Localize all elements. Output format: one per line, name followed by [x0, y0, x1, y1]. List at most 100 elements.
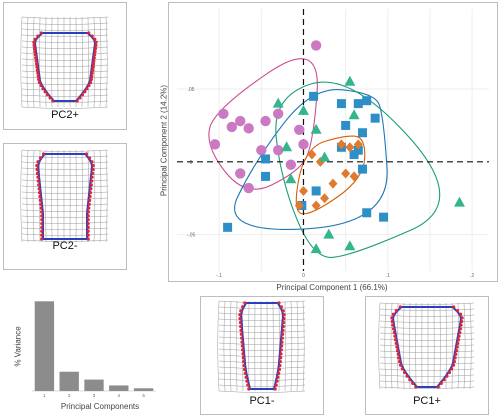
x-tick-label: .2 — [470, 273, 474, 279]
landmark-point — [241, 352, 244, 355]
warp-grid-line — [380, 351, 474, 353]
landmark-point — [275, 380, 278, 383]
landmark-point — [35, 62, 38, 65]
scatter-point-square — [354, 99, 363, 108]
landmark-point — [278, 368, 281, 371]
landmark-point — [36, 68, 39, 71]
landmark-point — [37, 78, 40, 81]
warp-grid-line — [470, 303, 471, 389]
landmark-point — [36, 72, 39, 75]
landmark-point — [282, 321, 285, 324]
landmark-point — [40, 222, 43, 225]
landmark-point — [247, 387, 250, 390]
landmark-point — [90, 78, 93, 81]
landmark-point — [87, 218, 90, 221]
pc1-minus-shape-tile: PC1- — [200, 296, 324, 415]
scatter-point-square — [358, 128, 367, 137]
landmark-point — [89, 187, 92, 190]
scree-bar — [35, 301, 54, 391]
landmark-point — [34, 53, 37, 56]
landmark-point — [238, 313, 241, 316]
warp-grid-line — [218, 301, 219, 391]
landmark-point — [39, 199, 42, 202]
landmark-point — [91, 65, 94, 68]
landmark-point — [461, 316, 464, 319]
landmark-point — [37, 179, 40, 182]
pc2-minus-shape-tile: PC2- — [3, 143, 127, 270]
warp-grid-line — [22, 35, 108, 37]
scatter-point-circle — [311, 40, 321, 50]
scatter-point-circle — [294, 125, 304, 135]
landmark-point — [40, 218, 43, 221]
warp-grid-line — [303, 301, 304, 391]
landmark-point — [240, 333, 243, 336]
x-axis-label: Principal Component 1 (66.1%) — [168, 283, 496, 292]
scatter-point-triangle — [349, 109, 360, 119]
scatter-point-circle — [235, 168, 245, 178]
warp-grid-line — [219, 331, 305, 333]
scree-tick-label: 3 — [93, 393, 96, 398]
landmark-point — [32, 41, 35, 44]
landmark-point — [242, 360, 245, 363]
warp-grid-line — [33, 150, 34, 242]
warp-grid — [21, 17, 108, 109]
warp-grid-line — [219, 361, 305, 363]
landmark-point — [40, 214, 43, 217]
landmark-point — [42, 152, 45, 155]
landmark-point — [91, 34, 94, 37]
landmark-point — [90, 179, 93, 182]
landmark-point — [40, 230, 43, 233]
landmark-point — [87, 222, 90, 225]
scree-bar — [60, 372, 79, 391]
landmark-point — [38, 187, 41, 190]
landmark-point — [408, 378, 411, 381]
landmark-point — [450, 367, 453, 370]
warp-grid-line — [22, 89, 108, 91]
mean-shape-outline — [38, 154, 92, 239]
scatter-point-square — [261, 172, 270, 181]
landmark-point — [76, 99, 79, 102]
landmark-point — [241, 305, 244, 308]
landmark-point — [454, 356, 457, 359]
warp-grid-line — [22, 168, 108, 170]
landmark-point — [87, 84, 90, 87]
warp-grid-line — [380, 369, 474, 371]
landmark-point — [278, 364, 281, 367]
landmark-point — [240, 340, 243, 343]
landmark-point — [36, 34, 39, 37]
landmark-point — [92, 62, 95, 65]
landmark-point — [40, 31, 43, 34]
landmark-point — [39, 203, 42, 206]
scatter-point-triangle — [319, 151, 330, 161]
scatter-point-diamond — [341, 168, 350, 178]
landmark-point — [397, 356, 400, 359]
landmark-point — [90, 183, 93, 186]
warp-grid-line — [22, 216, 108, 218]
landmark-point — [33, 50, 36, 53]
landmark-point — [244, 376, 247, 379]
landmark-point — [282, 309, 285, 312]
warp-grid-line — [219, 319, 305, 321]
landmark-point — [87, 206, 90, 209]
warp-grid-line — [27, 17, 28, 107]
landmark-point — [395, 309, 398, 312]
landmark-point — [460, 320, 463, 323]
landmark-point — [241, 344, 244, 347]
group-hull — [276, 82, 440, 257]
landmark-point — [397, 353, 400, 356]
landmark-point — [32, 44, 35, 47]
landmark-point — [445, 374, 448, 377]
scree-tick-label: 4 — [118, 393, 121, 398]
landmark-point — [452, 364, 455, 367]
pc1-plus-label: PC1+ — [366, 395, 488, 407]
landmark-point — [38, 195, 41, 198]
warp-grid-line — [219, 355, 305, 357]
landmark-point — [455, 349, 458, 352]
landmark-point — [403, 371, 406, 374]
warp-grid — [21, 150, 108, 242]
landmark-point — [90, 160, 93, 163]
landmark-point — [443, 378, 446, 381]
landmark-point — [243, 301, 246, 304]
landmark-point — [276, 376, 279, 379]
landmark-point — [395, 345, 398, 348]
